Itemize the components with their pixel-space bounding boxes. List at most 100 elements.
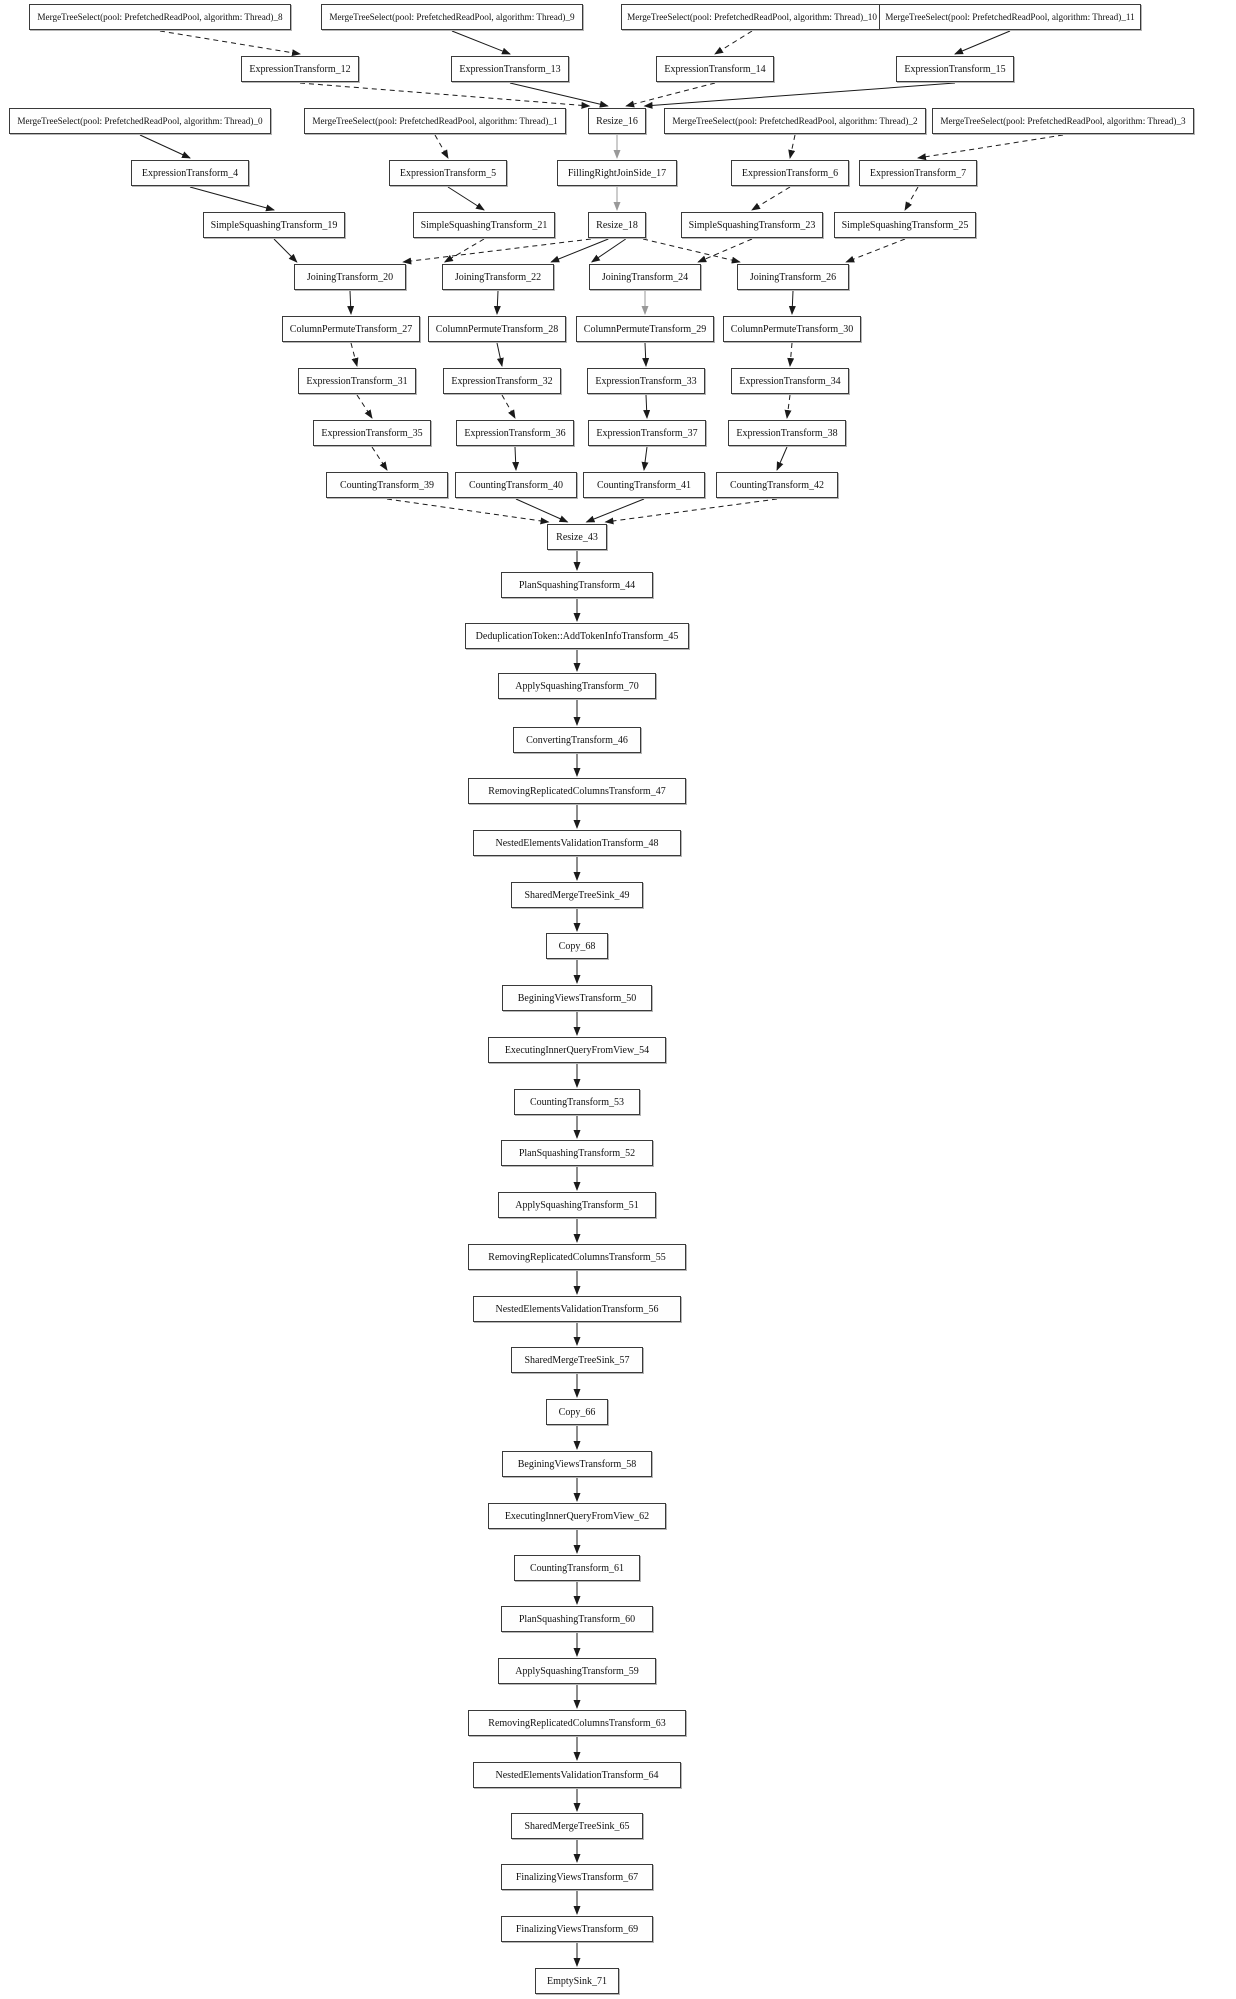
node-ct41: CountingTransform_41 bbox=[583, 472, 705, 498]
node-pst60: PlanSquashingTransform_60 bbox=[501, 1606, 653, 1632]
edge-mts10-et14 bbox=[714, 30, 753, 55]
node-et34: ExpressionTransform_34 bbox=[731, 368, 849, 394]
node-r16: Resize_16 bbox=[588, 108, 646, 134]
edge-et35-ct39 bbox=[371, 446, 388, 471]
node-mts1: MergeTreeSelect(pool: PrefetchedReadPool… bbox=[304, 108, 566, 134]
node-mts10: MergeTreeSelect(pool: PrefetchedReadPool… bbox=[621, 4, 883, 30]
edge-ct39-r43 bbox=[386, 498, 550, 525]
edge-cpt27-et31 bbox=[350, 342, 359, 367]
node-ct53: CountingTransform_53 bbox=[514, 1089, 640, 1115]
edge-et37-ct41 bbox=[641, 446, 649, 471]
edge-et34-et38 bbox=[784, 394, 792, 419]
edge-cpt28-et32 bbox=[496, 342, 504, 367]
edge-et6-sst23 bbox=[751, 186, 791, 211]
node-mts2: MergeTreeSelect(pool: PrefetchedReadPool… bbox=[664, 108, 926, 134]
node-cpt30: ColumnPermuteTransform_30 bbox=[723, 316, 861, 342]
edge-mts2-et6 bbox=[788, 134, 796, 159]
node-et31: ExpressionTransform_31 bbox=[298, 368, 416, 394]
node-cpt29: ColumnPermuteTransform_29 bbox=[576, 316, 714, 342]
edge-et12-r16 bbox=[299, 82, 591, 109]
node-et12: ExpressionTransform_12 bbox=[241, 56, 359, 82]
edge-jt22-cpt28 bbox=[493, 290, 501, 315]
edge-r18-jt20 bbox=[402, 238, 591, 265]
node-mts11: MergeTreeSelect(pool: PrefetchedReadPool… bbox=[879, 4, 1141, 30]
node-mts0: MergeTreeSelect(pool: PrefetchedReadPool… bbox=[9, 108, 271, 134]
node-et36: ExpressionTransform_36 bbox=[456, 420, 574, 446]
node-pst44: PlanSquashingTransform_44 bbox=[501, 572, 653, 598]
node-mts9: MergeTreeSelect(pool: PrefetchedReadPool… bbox=[321, 4, 583, 30]
node-et38: ExpressionTransform_38 bbox=[728, 420, 846, 446]
edge-et14-r16 bbox=[625, 82, 716, 108]
node-rrct63: RemovingReplicatedColumnsTransform_63 bbox=[468, 1710, 686, 1736]
edge-et4-sst19 bbox=[189, 186, 275, 212]
node-jt20: JoiningTransform_20 bbox=[294, 264, 406, 290]
node-nevt56: NestedElementsValidationTransform_56 bbox=[473, 1296, 681, 1322]
edge-r18-jt26 bbox=[642, 238, 741, 264]
edge-mts8-et12 bbox=[159, 30, 301, 57]
edge-et13-r16 bbox=[509, 82, 609, 108]
edge-et15-r16 bbox=[643, 82, 956, 109]
edge-et32-et36 bbox=[501, 394, 516, 419]
edge-mts1-et5 bbox=[434, 134, 449, 159]
node-eiqfv62: ExecutingInnerQueryFromView_62 bbox=[488, 1503, 666, 1529]
node-ct61: CountingTransform_61 bbox=[514, 1555, 640, 1581]
edge-sst19-jt20 bbox=[273, 238, 298, 263]
node-smts49: SharedMergeTreeSink_49 bbox=[511, 882, 643, 908]
node-ct46: ConvertingTransform_46 bbox=[513, 727, 641, 753]
edge-ct42-r43 bbox=[604, 498, 778, 525]
node-cpt27: ColumnPermuteTransform_27 bbox=[282, 316, 420, 342]
edge-cpt29-et33 bbox=[642, 342, 650, 367]
edge-r18-jt24 bbox=[590, 238, 626, 263]
edge-sst25-jt26 bbox=[845, 238, 906, 263]
edge-sst21-jt22 bbox=[443, 238, 485, 263]
node-mts8: MergeTreeSelect(pool: PrefetchedReadPool… bbox=[29, 4, 291, 30]
node-smts57: SharedMergeTreeSink_57 bbox=[511, 1347, 643, 1373]
node-sst21: SimpleSquashingTransform_21 bbox=[413, 212, 555, 238]
edge-r18-jt22 bbox=[550, 238, 609, 263]
node-pst52: PlanSquashingTransform_52 bbox=[501, 1140, 653, 1166]
node-ct40: CountingTransform_40 bbox=[455, 472, 577, 498]
node-ast70: ApplySquashingTransform_70 bbox=[498, 673, 656, 699]
edge-mts3-et7 bbox=[917, 134, 1064, 161]
node-cpt28: ColumnPermuteTransform_28 bbox=[428, 316, 566, 342]
node-jt22: JoiningTransform_22 bbox=[442, 264, 554, 290]
node-eiqfv54: ExecutingInnerQueryFromView_54 bbox=[488, 1037, 666, 1063]
edge-et38-ct42 bbox=[776, 446, 788, 471]
edge-mts11-et15 bbox=[954, 30, 1011, 55]
edge-et7-sst25 bbox=[904, 186, 919, 211]
node-nevt48: NestedElementsValidationTransform_48 bbox=[473, 830, 681, 856]
edge-jt26-cpt30 bbox=[788, 290, 796, 315]
node-et15: ExpressionTransform_15 bbox=[896, 56, 1014, 82]
node-fvt67: FinalizingViewsTransform_67 bbox=[501, 1864, 653, 1890]
node-sst23: SimpleSquashingTransform_23 bbox=[681, 212, 823, 238]
node-copy66: Copy_66 bbox=[546, 1399, 608, 1425]
node-nevt64: NestedElementsValidationTransform_64 bbox=[473, 1762, 681, 1788]
node-et7: ExpressionTransform_7 bbox=[859, 160, 977, 186]
node-ct42: CountingTransform_42 bbox=[716, 472, 838, 498]
node-smts65: SharedMergeTreeSink_65 bbox=[511, 1813, 643, 1839]
node-r43: Resize_43 bbox=[547, 524, 607, 550]
edge-sst23-jt24 bbox=[697, 238, 753, 263]
node-et37: ExpressionTransform_37 bbox=[588, 420, 706, 446]
node-rrct47: RemovingReplicatedColumnsTransform_47 bbox=[468, 778, 686, 804]
edge-jt20-cpt27 bbox=[347, 290, 355, 315]
edge-ct41-r43 bbox=[585, 498, 645, 523]
node-frjs17: FillingRightJoinSide_17 bbox=[557, 160, 677, 186]
node-jt24: JoiningTransform_24 bbox=[589, 264, 701, 290]
node-et33: ExpressionTransform_33 bbox=[587, 368, 705, 394]
node-fvt69: FinalizingViewsTransform_69 bbox=[501, 1916, 653, 1942]
edge-mts0-et4 bbox=[139, 134, 191, 159]
node-et5: ExpressionTransform_5 bbox=[389, 160, 507, 186]
edge-et31-et35 bbox=[356, 394, 373, 419]
edge-et5-sst21 bbox=[447, 186, 485, 211]
edge-mts9-et13 bbox=[451, 30, 511, 55]
node-jt26: JoiningTransform_26 bbox=[737, 264, 849, 290]
node-mts3: MergeTreeSelect(pool: PrefetchedReadPool… bbox=[932, 108, 1194, 134]
node-ast59: ApplySquashingTransform_59 bbox=[498, 1658, 656, 1684]
edge-cpt30-et34 bbox=[787, 342, 795, 367]
edge-ct40-r43 bbox=[515, 498, 569, 523]
node-et32: ExpressionTransform_32 bbox=[443, 368, 561, 394]
node-et14: ExpressionTransform_14 bbox=[656, 56, 774, 82]
node-et6: ExpressionTransform_6 bbox=[731, 160, 849, 186]
